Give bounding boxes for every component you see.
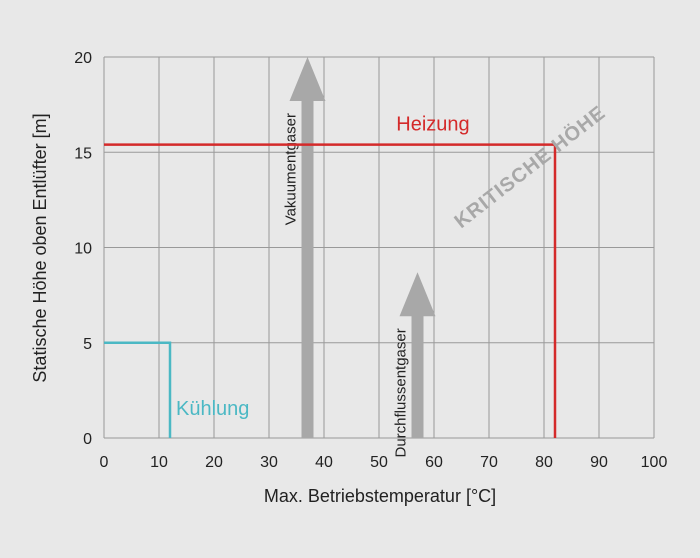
arrow-label: Vakuumentgaser [283,113,300,225]
y-tick-label: 10 [74,241,92,258]
x-tick-label: 50 [370,454,388,471]
series-label-1: Kühlung [176,398,249,420]
y-tick-label: 5 [83,336,92,353]
series-line-0 [104,143,557,438]
series: Heizung Kühlung [104,114,557,438]
x-tick-label: 40 [315,454,333,471]
x-tick-label: 90 [590,454,608,471]
series-label-0: Heizung [396,114,469,136]
tick-labels: 0 10 20 30 40 50 60 70 80 90 100 0 5 10 15 20 [74,50,667,471]
grid [103,56,655,439]
series-line-1 [104,341,172,438]
critical-height-annotation: KRITISCHE HÖHE [450,101,610,233]
x-tick-label: 80 [535,454,553,471]
y-tick-label: 20 [74,50,92,67]
x-tick-label: 20 [205,454,223,471]
x-tick-label: 70 [480,454,498,471]
y-tick-label: 15 [74,145,92,162]
x-axis-title: Max. Betriebstemperatur [°C] [264,486,496,506]
arrow-durchflussentgaser [399,272,436,438]
x-tick-label: 100 [641,454,668,471]
x-tick-label: 0 [100,454,109,471]
arrow-label: Durchflussentgaser [393,328,410,457]
x-tick-label: 60 [425,454,443,471]
y-tick-label: 0 [83,431,92,448]
x-tick-label: 10 [150,454,168,471]
x-tick-label: 30 [260,454,278,471]
y-axis-title: Statische Höhe oben Entlüfter [m] [30,113,50,382]
arrow-vakuumentgaser [289,57,326,438]
arrows: Vakuumentgaser Durchflussentgaser [283,57,436,457]
